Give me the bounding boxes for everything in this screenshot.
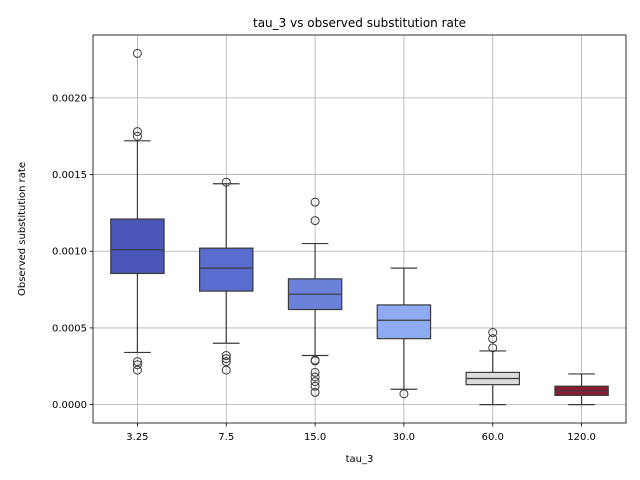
box-120.0 bbox=[554, 373, 609, 406]
outlier-point bbox=[221, 351, 231, 361]
x-tick-label: 60.0 bbox=[482, 432, 504, 443]
outlier-point bbox=[132, 127, 142, 137]
box-60.0 bbox=[465, 328, 521, 406]
y-tick-label: 0.0010 bbox=[52, 247, 87, 258]
chart-title: tau_3 vs observed substitution rate bbox=[253, 16, 466, 30]
outlier-point bbox=[310, 377, 320, 387]
outlier-point bbox=[221, 177, 231, 187]
y-tick-label: 0.0005 bbox=[52, 323, 87, 334]
x-tick-label: 3.25 bbox=[126, 432, 148, 443]
box-3.25 bbox=[110, 48, 165, 375]
iqr-box bbox=[199, 247, 254, 292]
outlier-point bbox=[132, 365, 142, 375]
x-axis-ticks: 3.25 7.5 15.0 30.0 60.0 120.0 bbox=[126, 423, 596, 443]
outlier-point bbox=[488, 328, 498, 338]
outlier-point bbox=[310, 216, 320, 226]
outlier-point bbox=[310, 367, 320, 377]
y-axis-label: Observed substitution rate bbox=[17, 162, 28, 296]
boxes-group bbox=[110, 48, 609, 406]
outlier-point bbox=[399, 389, 409, 399]
x-axis-label: tau_3 bbox=[346, 454, 374, 465]
y-tick-label: 0.0015 bbox=[52, 170, 87, 181]
outlier-point bbox=[221, 354, 231, 364]
x-tick-label: 15.0 bbox=[304, 432, 326, 443]
outlier-point bbox=[310, 387, 320, 397]
y-axis-ticks: 0.0000 0.0005 0.0010 0.0015 0.0020 bbox=[52, 93, 93, 411]
outlier-point bbox=[310, 197, 320, 207]
outlier-point bbox=[221, 365, 231, 375]
outlier-point bbox=[132, 360, 142, 370]
box-30.0 bbox=[376, 267, 432, 399]
outlier-point bbox=[132, 48, 142, 58]
y-tick-label: 0.0020 bbox=[52, 93, 87, 104]
x-tick-label: 30.0 bbox=[393, 432, 415, 443]
outlier-point bbox=[132, 131, 142, 141]
outlier-point bbox=[488, 334, 498, 344]
y-tick-label: 0.0000 bbox=[52, 400, 87, 411]
outlier-point bbox=[310, 356, 320, 366]
iqr-box bbox=[110, 218, 165, 275]
outlier-point bbox=[488, 343, 498, 353]
x-tick-label: 120.0 bbox=[567, 432, 596, 443]
box-15.0 bbox=[287, 197, 343, 397]
plot-frame bbox=[92, 34, 627, 424]
box-7.5 bbox=[199, 177, 254, 375]
iqr-box bbox=[376, 304, 432, 340]
x-tick-label: 7.5 bbox=[218, 432, 234, 443]
outlier-point bbox=[310, 381, 320, 391]
outlier-point bbox=[310, 372, 320, 382]
